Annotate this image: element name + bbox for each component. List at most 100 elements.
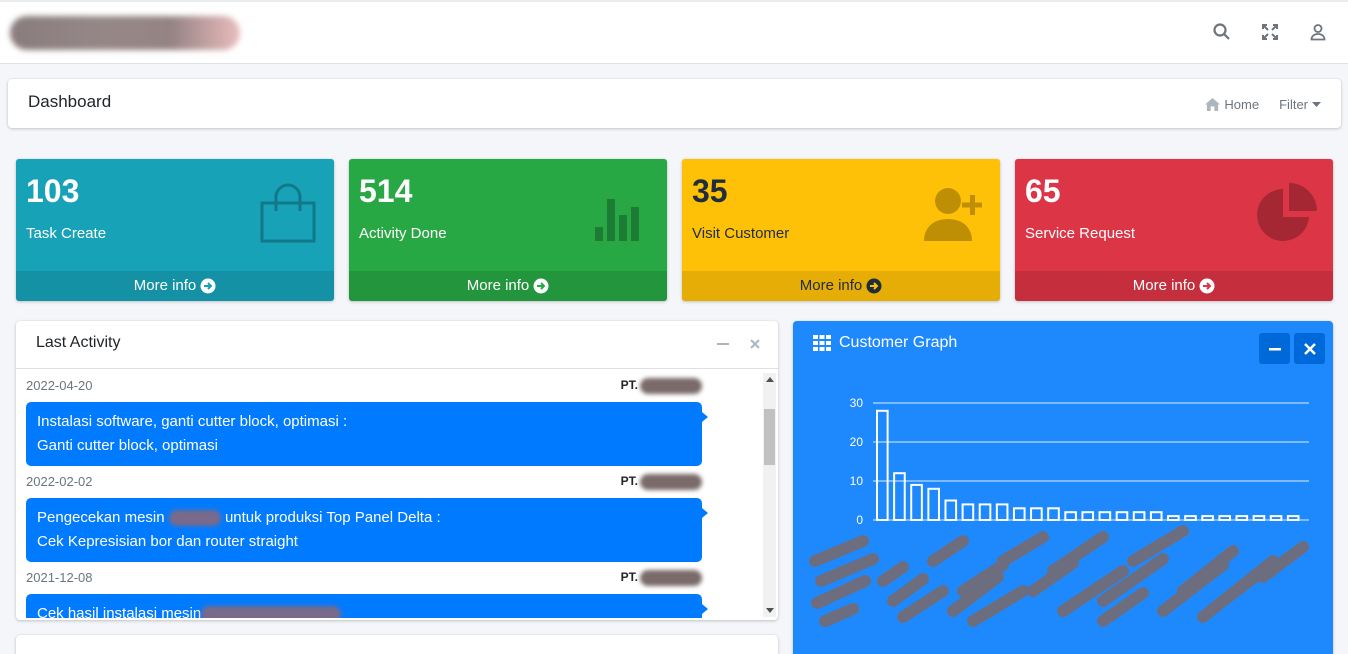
stat-value: 35 [692,173,728,209]
page-title: Dashboard [28,92,112,111]
chart-bar[interactable] [1235,515,1249,522]
card-header: Customer Graph [813,334,957,352]
chart-bar[interactable] [910,483,923,521]
message-meta: 2022-04-20 PT. [26,376,702,396]
message-bubble: Instalasi software, ganti cutter block, … [26,402,708,466]
circle-arrow-right-icon [533,278,549,294]
stat-service-request: 65 Service Request More info [1015,159,1333,301]
circle-arrow-right-icon [1199,278,1215,294]
chart-bar[interactable] [1218,515,1232,522]
message-text: untuk produksi Top Panel Delta : [224,509,441,526]
expand-icon[interactable] [1260,22,1280,42]
last-activity-card: Last Activity 2022-04-20 PT. Instalasi s… [16,321,778,620]
stat-value: 514 [359,173,413,209]
stat-value: 103 [26,173,80,209]
chart-bar[interactable] [1115,511,1129,521]
list-item: 2022-02-02 PT. Pengecekan mesin untuk pr… [26,472,708,562]
chart-bar[interactable] [1149,511,1163,521]
collapse-button[interactable] [1259,333,1290,364]
chart-bar[interactable] [1098,511,1112,521]
more-info-label: More info [1132,277,1196,294]
message-line: Ganti cutter block, optimasi [37,437,218,454]
minus-icon [1268,347,1281,350]
list-item: 2021-12-08 PT. Cek hasil instalasi mesin [26,568,708,618]
chart-bar[interactable] [944,499,958,521]
chart-bar[interactable] [961,503,975,522]
navbar-icons [1212,22,1328,42]
card-tools [716,337,762,351]
message-author: PT. [621,570,702,586]
card-title: Customer Graph [839,334,958,351]
chart-bar[interactable] [1012,507,1026,522]
author-prefix: PT. [620,474,638,489]
redacted-name [640,378,702,394]
card-tools [1259,333,1325,364]
close-icon[interactable] [748,337,762,351]
chart-bar[interactable] [1047,507,1060,522]
chart-bar[interactable] [978,503,992,522]
scrollbar[interactable] [763,373,776,617]
user-plus-icon [924,188,982,241]
scroll-up-arrow[interactable] [766,377,774,382]
author-prefix: PT. [620,378,638,393]
chart-bar[interactable] [1269,515,1283,522]
chart-bar[interactable] [1184,515,1197,522]
more-info-link[interactable]: More info [1015,271,1333,301]
home-icon [1205,98,1221,111]
minus-icon[interactable] [716,337,730,351]
more-info-label: More info [466,277,530,294]
filter-dropdown[interactable]: Filter [1279,97,1321,112]
pie-chart-icon [1257,183,1317,241]
top-navbar [0,0,1348,64]
message-date: 2022-04-20 [26,378,93,393]
more-info-link[interactable]: More info [16,271,334,301]
message-meta: 2022-02-02 PT. [26,472,702,492]
brand-logo[interactable] [10,16,240,50]
filter-label: Filter [1279,97,1308,112]
y-tick-label: 30 [850,396,864,410]
message-line: Pengecekan mesin untuk produksi Top Pane… [37,506,691,530]
card-title: Last Activity [36,334,121,351]
chart-bar[interactable] [1252,515,1266,522]
message-bubble: Pengecekan mesin untuk produksi Top Pane… [26,498,708,562]
caret-down-icon [1312,101,1321,107]
more-info-label: More info [799,277,863,294]
redacted-text [201,606,342,618]
message-date: 2021-12-08 [26,570,93,585]
content-header: Dashboard Home Filter [8,79,1341,128]
message-date: 2022-02-02 [26,474,93,489]
chart-bar[interactable] [876,409,889,521]
chart-bar[interactable] [1132,511,1146,521]
scroll-down-arrow[interactable] [766,608,774,613]
redacted-text [168,510,221,527]
chart-bar[interactable] [995,503,1009,522]
message-line: Instalasi software, ganti cutter block, … [37,413,348,430]
activity-list[interactable]: 2022-04-20 PT. Instalasi software, ganti… [16,370,762,618]
message-author: PT. [621,378,702,394]
message-author: PT. [621,474,702,490]
scroll-thumb[interactable] [764,409,775,465]
user-icon[interactable] [1308,22,1328,42]
remove-button[interactable] [1294,333,1325,364]
shopping-bag-icon [260,183,316,243]
more-info-link[interactable]: More info [349,271,667,301]
y-tick-label: 10 [850,474,864,488]
redacted-name [640,474,702,490]
chart-bar[interactable] [1201,515,1214,522]
message-bubble: Cek hasil instalasi mesin [26,594,708,618]
chart-bar[interactable] [1030,507,1043,522]
chart-bar[interactable] [1167,515,1180,522]
chart-bar[interactable] [1286,515,1300,522]
author-prefix: PT. [620,570,638,585]
chart-bar[interactable] [1081,511,1095,521]
chart-bar[interactable] [1064,511,1077,521]
chart-bar[interactable] [927,487,940,522]
chart-bar[interactable] [893,472,906,521]
more-info-link[interactable]: More info [682,271,1000,301]
stat-label: Task Create [26,225,107,242]
search-icon[interactable] [1212,22,1232,42]
breadcrumb-home[interactable]: Home [1205,97,1259,112]
breadcrumb: Home Filter [1205,97,1321,112]
stat-label: Activity Done [359,225,447,242]
stat-label: Visit Customer [692,225,790,242]
